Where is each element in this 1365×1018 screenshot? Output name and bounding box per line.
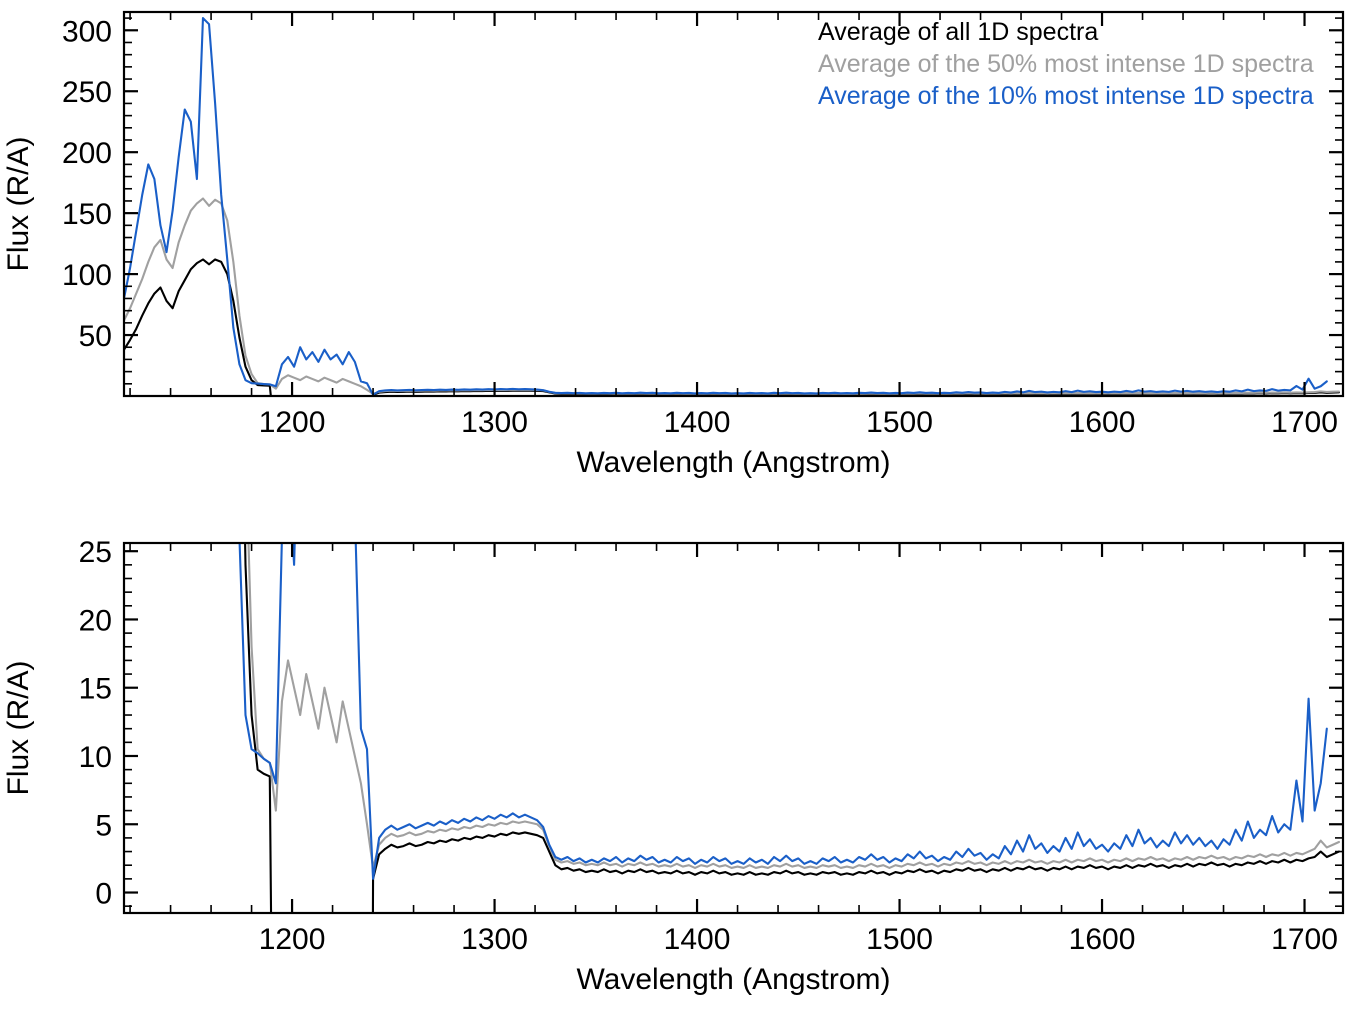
y-tick-labels: 0 5 10 15 20 25 bbox=[79, 536, 112, 910]
x-tick-label: 1500 bbox=[866, 406, 933, 439]
chart-panel-top: 1200 1300 1400 1500 1600 1700 50 100 150 200 250 30… bbox=[0, 0, 1365, 480]
x-tick-label: 1200 bbox=[259, 406, 326, 439]
x-axis-title: Wavelength (Angstrom) bbox=[576, 446, 890, 479]
x-tick-label: 1400 bbox=[664, 406, 731, 439]
y-tick-label: 200 bbox=[62, 137, 112, 170]
series-line-1 bbox=[247, 543, 1340, 869]
x-tick-label: 1600 bbox=[1069, 923, 1136, 956]
y-tick-label: 5 bbox=[95, 809, 112, 842]
y-tick-label: 50 bbox=[79, 320, 112, 353]
x-axis-title: Wavelength (Angstrom) bbox=[576, 963, 890, 996]
y-axis-title: Flux (R/A) bbox=[2, 137, 35, 272]
plot-area bbox=[124, 17, 1340, 396]
x-tick-label: 1700 bbox=[1271, 923, 1338, 956]
x-tick-label: 1600 bbox=[1069, 406, 1136, 439]
x-tick-label: 1300 bbox=[461, 406, 528, 439]
y-tick-label: 250 bbox=[62, 76, 112, 109]
x-tick-label: 1200 bbox=[259, 923, 326, 956]
axis-frame bbox=[122, 10, 1345, 398]
legend-entry-2: Average of the 10% most intense 1D spect… bbox=[818, 82, 1314, 110]
series-line-1 bbox=[124, 197, 1340, 395]
y-tick-labels: 50 100 150 200 250 300 bbox=[62, 15, 112, 353]
x-tick-label: 1500 bbox=[866, 923, 933, 956]
y-tick-label: 0 bbox=[95, 878, 112, 911]
x-tick-label: 1400 bbox=[664, 923, 731, 956]
legend-entry-0: Average of all 1D spectra bbox=[818, 18, 1098, 46]
series-line-0 bbox=[244, 543, 1340, 913]
y-tick-label: 100 bbox=[62, 259, 112, 292]
y-tick-label: 300 bbox=[62, 15, 112, 48]
x-tick-label: 1300 bbox=[461, 923, 528, 956]
y-tick-label: 15 bbox=[79, 673, 112, 706]
chart-panel-bottom: 1200 1300 1400 1500 1600 1700 0 5 10 15 20 25 Wavele… bbox=[0, 500, 1365, 1018]
chart-svg-bottom: 1200 1300 1400 1500 1600 1700 0 5 10 15 20 25 Wavele… bbox=[2, 536, 1345, 996]
y-axis-title: Flux (R/A) bbox=[2, 661, 35, 796]
legend-entry-1: Average of the 50% most intense 1D spect… bbox=[818, 50, 1314, 78]
y-tick-label: 150 bbox=[62, 198, 112, 231]
legend: Average of all 1D spectra Average of the … bbox=[818, 18, 1314, 110]
x-tick-labels: 1200 1300 1400 1500 1600 1700 bbox=[259, 406, 1338, 439]
y-tick-label: 10 bbox=[79, 741, 112, 774]
series-line-2 bbox=[124, 17, 1328, 396]
axis-frame bbox=[122, 541, 1345, 915]
x-tick-label: 1700 bbox=[1271, 406, 1338, 439]
y-tick-label: 20 bbox=[79, 604, 112, 637]
plot-frame bbox=[122, 10, 1345, 398]
y-tick-label: 25 bbox=[79, 536, 112, 569]
chart-svg-top: 1200 1300 1400 1500 1600 1700 50 100 150 200 250 30… bbox=[2, 10, 1345, 479]
plot-area bbox=[238, 543, 1340, 913]
plot-frame bbox=[122, 541, 1345, 915]
series-line-2 bbox=[238, 543, 1328, 880]
x-tick-labels: 1200 1300 1400 1500 1600 1700 bbox=[259, 923, 1338, 956]
